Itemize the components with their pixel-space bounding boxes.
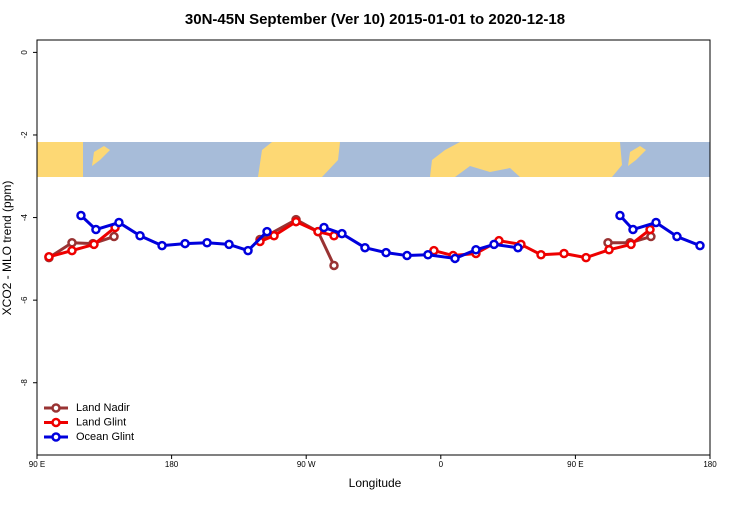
map-strip: [37, 142, 710, 177]
data-point: [313, 226, 323, 237]
data-point: [135, 230, 145, 241]
data-point: [559, 248, 569, 259]
plot-frame: [36, 39, 711, 456]
data-point: [319, 222, 329, 233]
x-tick-label: 0: [439, 460, 444, 469]
y-tick-label: 0: [20, 50, 29, 55]
data-point: [651, 217, 661, 228]
data-point: [291, 216, 301, 227]
data-point: [337, 228, 347, 239]
data-point: [423, 249, 433, 260]
data-point: [626, 239, 636, 250]
data-point: [672, 231, 682, 242]
y-tick-label: -8: [20, 379, 29, 387]
data-point: [513, 242, 523, 253]
legend-marker: [51, 403, 61, 413]
data-point: [695, 240, 705, 251]
x-tick-label: 180: [703, 460, 717, 469]
x-tick-label: 90 E: [29, 460, 45, 469]
data-point: [109, 231, 119, 242]
legend-label: Land Glint: [76, 416, 126, 428]
legend-label: Land Nadir: [76, 402, 130, 414]
data-point: [243, 245, 253, 256]
legend-marker: [51, 417, 61, 428]
data-point: [269, 230, 279, 241]
data-point: [402, 250, 412, 261]
x-tick-label: 180: [165, 460, 179, 469]
y-axis-label: XCO2 - MLO trend (ppm): [0, 181, 14, 316]
x-tick-label: 90 E: [567, 460, 583, 469]
data-point: [489, 239, 499, 250]
data-point: [628, 224, 638, 235]
data-point: [157, 240, 167, 251]
x-axis-label: Longitude: [349, 476, 402, 490]
data-point: [89, 239, 99, 250]
chart-title: 30N-45N September (Ver 10) 2015-01-01 to…: [185, 11, 565, 28]
data-point: [450, 253, 460, 264]
y-tick-label: -4: [20, 213, 29, 221]
y-tick-label: -6: [20, 296, 29, 304]
data-point: [67, 238, 77, 248]
data-point: [224, 239, 234, 250]
data-point: [262, 226, 272, 237]
data-point: [44, 252, 54, 262]
data-point: [381, 247, 391, 258]
data-point: [329, 260, 339, 271]
data-point: [114, 217, 124, 228]
legend-label: Ocean Glint: [76, 431, 134, 443]
x-tick-label: 90 W: [297, 460, 316, 469]
legend-marker: [51, 432, 61, 442]
data-point: [91, 224, 101, 235]
data-point: [202, 238, 212, 248]
data-point: [67, 245, 77, 256]
data-point: [604, 245, 614, 255]
data-point: [536, 249, 546, 260]
data-point: [360, 242, 370, 253]
data-point: [471, 245, 481, 255]
data-point: [180, 238, 190, 249]
data-point: [645, 224, 655, 235]
data-point: [581, 252, 591, 263]
data-point: [76, 210, 86, 221]
series-line: [48, 218, 652, 267]
y-tick-label: -2: [20, 131, 29, 139]
data-point: [615, 210, 625, 221]
